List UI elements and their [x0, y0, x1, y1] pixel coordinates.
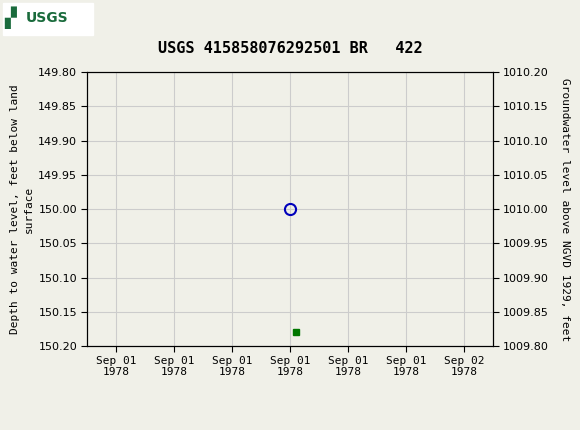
Text: ▞: ▞ [5, 7, 16, 29]
Y-axis label: Depth to water level, feet below land
surface: Depth to water level, feet below land su… [10, 84, 34, 334]
Text: USGS: USGS [26, 11, 68, 25]
Text: USGS 415858076292501 BR   422: USGS 415858076292501 BR 422 [158, 41, 422, 56]
Bar [3, 3, 93, 35]
Y-axis label: Groundwater level above NGVD 1929, feet: Groundwater level above NGVD 1929, feet [560, 77, 570, 341]
